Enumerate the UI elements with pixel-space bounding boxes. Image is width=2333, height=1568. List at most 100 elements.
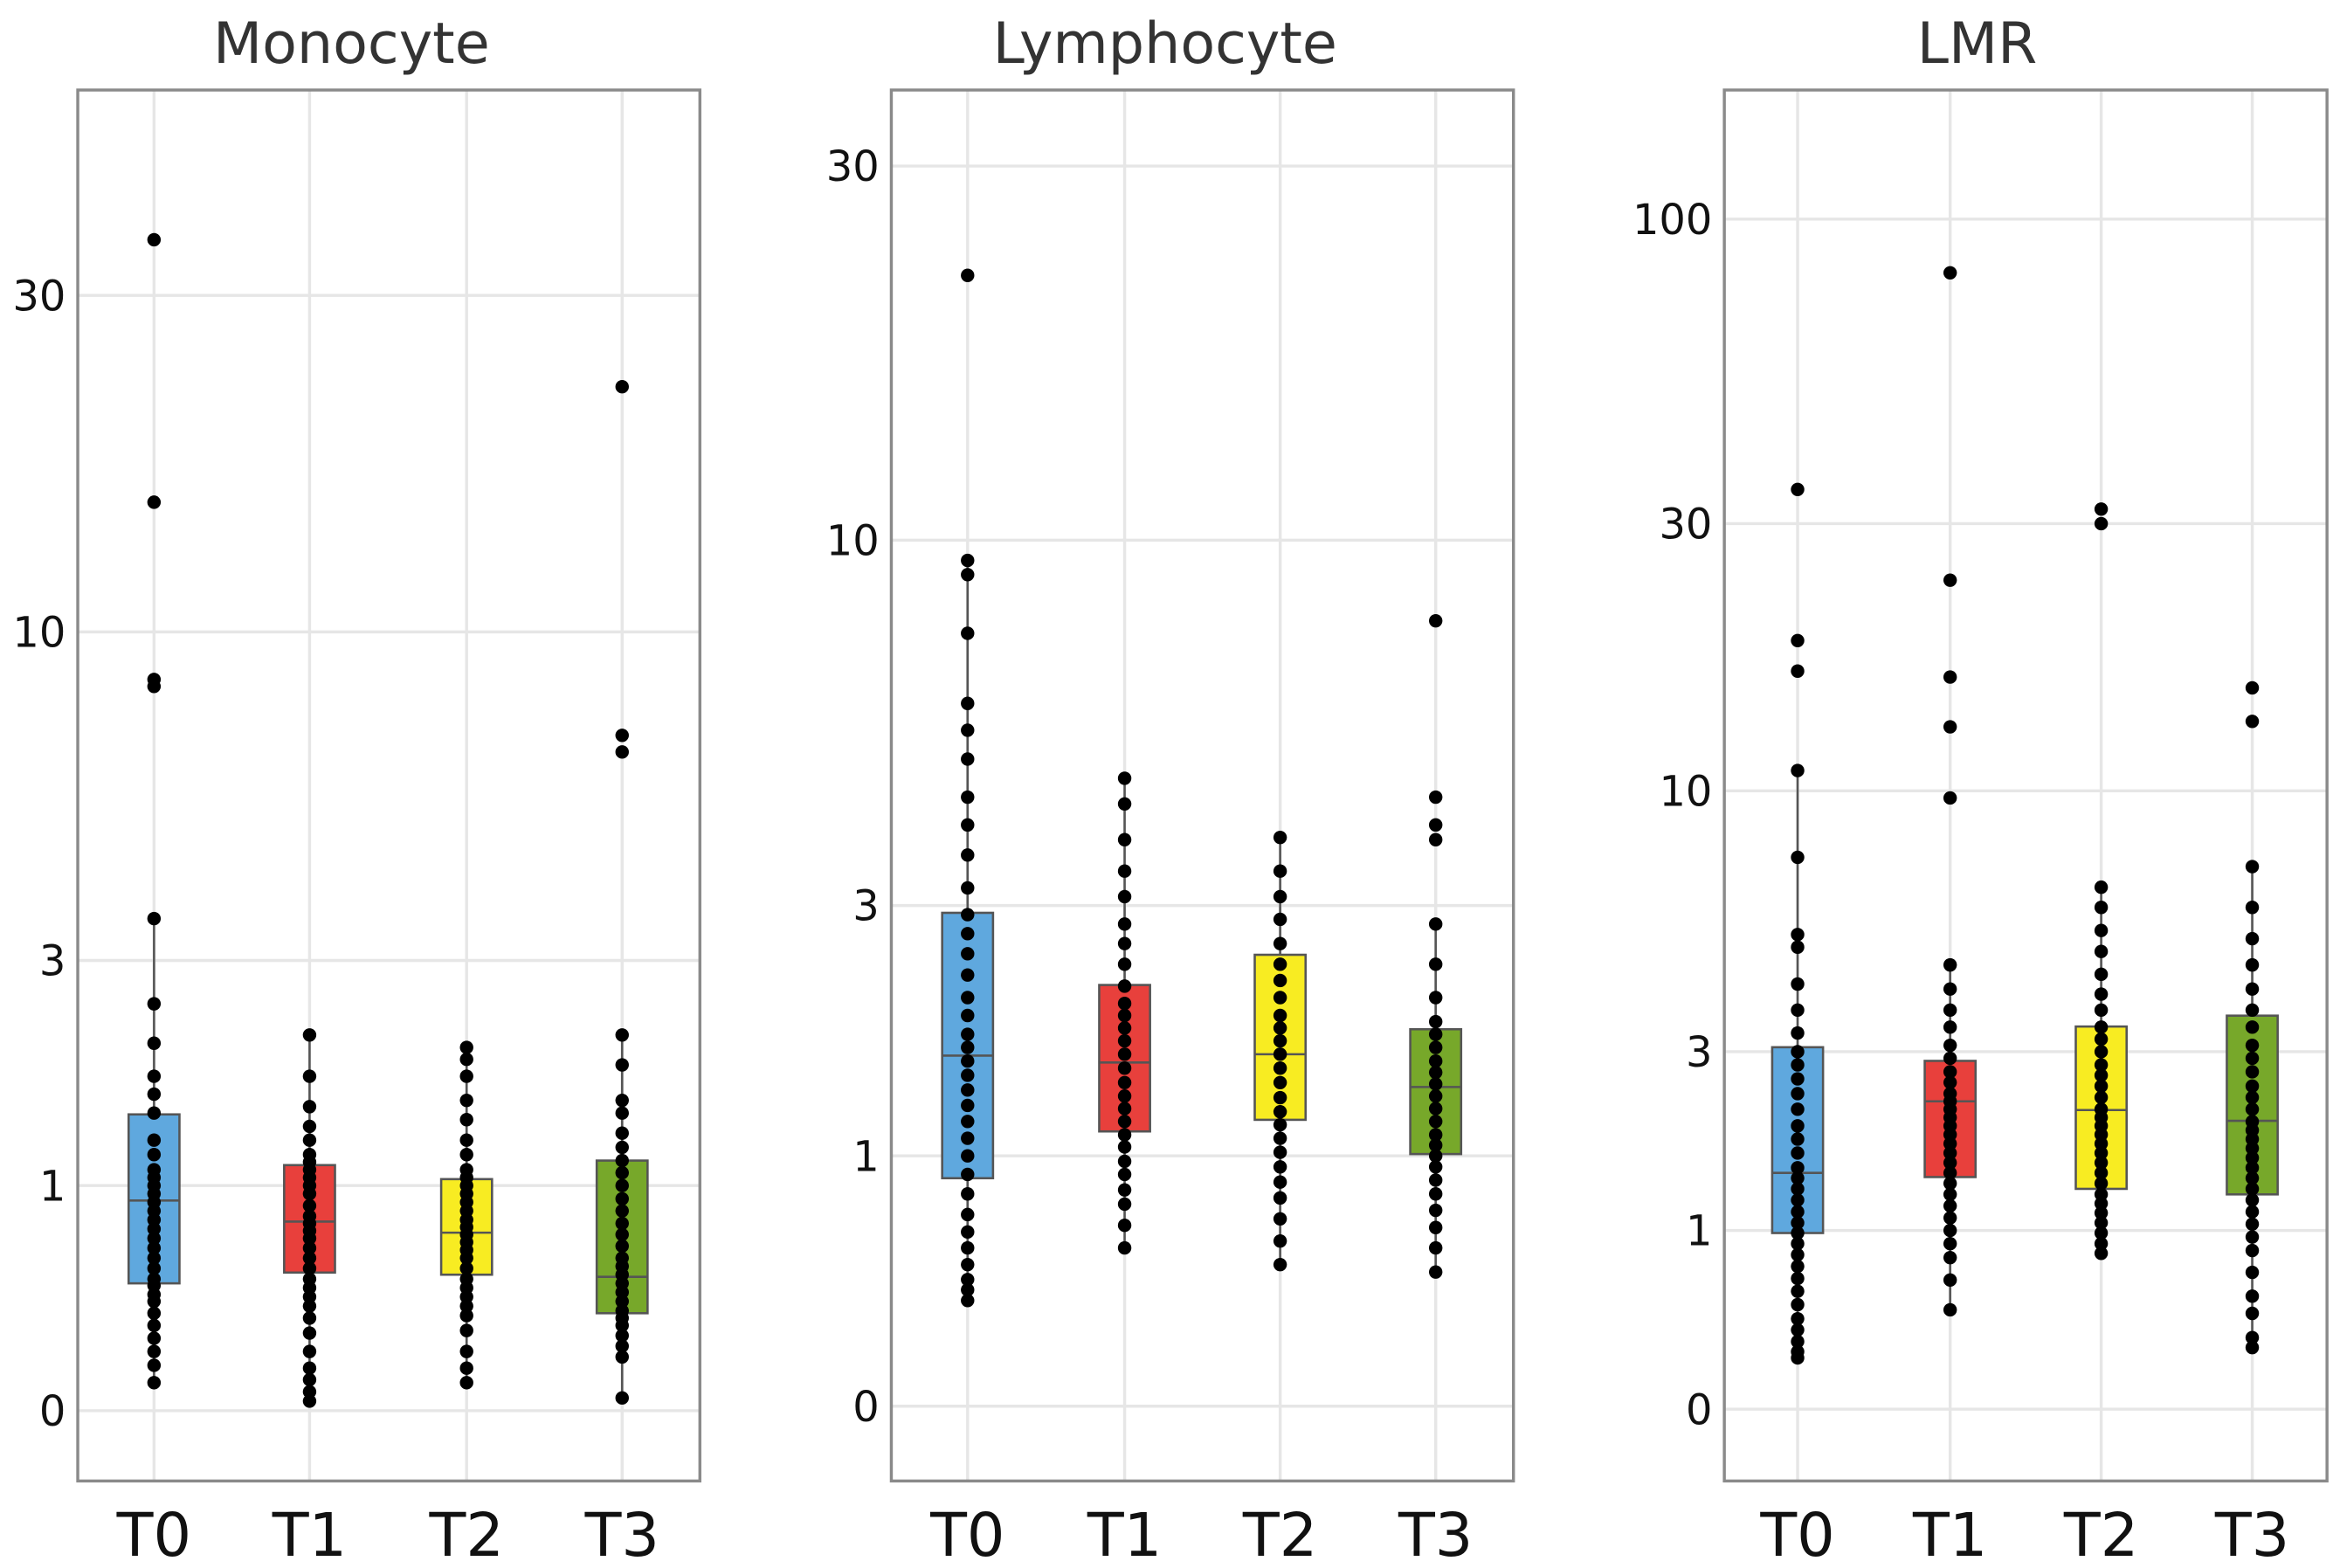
data-point <box>2094 1237 2109 1251</box>
data-point <box>1428 1027 1443 1041</box>
data-point <box>1117 917 1132 931</box>
data-point <box>302 1028 317 1042</box>
x-tick-label: T3 <box>584 1501 659 1568</box>
data-point <box>2094 1079 2109 1094</box>
x-tick-label: T3 <box>1398 1501 1473 1568</box>
data-point <box>1428 1138 1443 1152</box>
data-point <box>1117 1183 1132 1197</box>
data-point <box>1428 1077 1443 1091</box>
data-point <box>961 568 975 582</box>
data-point <box>1117 1033 1132 1048</box>
data-point <box>2094 1146 2109 1160</box>
data-point <box>1943 1146 1957 1160</box>
data-point <box>147 1163 162 1177</box>
data-point <box>1791 1146 1805 1160</box>
data-point <box>302 1299 317 1313</box>
data-point <box>1117 1102 1132 1116</box>
x-tick-label: T0 <box>1759 1501 1834 1568</box>
y-tick-label: 3 <box>39 938 66 986</box>
data-point <box>961 752 975 766</box>
x-tick-label: T2 <box>2063 1501 2138 1568</box>
data-point <box>1273 1061 1287 1075</box>
data-point <box>2094 516 2109 531</box>
data-point <box>459 1299 473 1313</box>
data-point <box>961 1167 975 1182</box>
panel-title: Monocyte <box>213 11 490 77</box>
data-point <box>961 947 975 961</box>
data-point <box>1791 1335 1805 1349</box>
data-point <box>1943 1250 1957 1265</box>
x-tick-label: T0 <box>116 1501 191 1568</box>
data-point <box>2094 1102 2109 1116</box>
data-point <box>1273 1008 1287 1023</box>
data-point <box>1943 1038 1957 1053</box>
data-point <box>1791 763 1805 777</box>
data-point <box>1428 613 1443 628</box>
data-point <box>1943 1302 1957 1317</box>
data-point <box>1791 1087 1805 1101</box>
data-point <box>2094 502 2109 516</box>
data-point <box>1428 1115 1443 1129</box>
x-tick-label: T1 <box>272 1501 347 1568</box>
data-point <box>961 1257 975 1272</box>
data-point <box>2094 1247 2109 1261</box>
data-point <box>147 1251 162 1265</box>
data-point <box>2094 1045 2109 1059</box>
data-point <box>615 1153 629 1168</box>
data-point <box>2245 1079 2260 1094</box>
data-point <box>302 1326 317 1340</box>
data-point <box>961 1098 975 1113</box>
data-point <box>1791 1171 1805 1185</box>
data-point <box>961 696 975 710</box>
data-point <box>302 1385 317 1399</box>
data-point <box>302 1119 317 1134</box>
data-point <box>1791 1132 1805 1146</box>
data-point <box>1117 771 1132 785</box>
data-point <box>1117 997 1132 1011</box>
data-point <box>1791 1102 1805 1116</box>
data-point <box>1428 832 1443 846</box>
data-point <box>147 1133 162 1147</box>
data-point <box>1428 1089 1443 1103</box>
data-point <box>1791 940 1805 954</box>
data-point <box>1273 1257 1287 1272</box>
data-point <box>1117 1154 1132 1169</box>
data-point <box>147 1231 162 1246</box>
data-point <box>961 848 975 862</box>
y-tick-label: 1 <box>1686 1208 1713 1256</box>
data-point <box>147 495 162 509</box>
data-point <box>2094 1156 2109 1170</box>
data-point <box>1117 832 1132 846</box>
data-point <box>1273 889 1287 904</box>
data-point <box>459 1344 473 1358</box>
data-point <box>1428 790 1443 805</box>
data-point <box>2245 1306 2260 1321</box>
data-point <box>2245 860 2260 874</box>
data-point <box>1791 1323 1805 1337</box>
data-point <box>2094 1165 2109 1180</box>
data-point <box>1791 482 1805 496</box>
data-point <box>1791 1045 1805 1059</box>
data-point <box>2245 931 2260 946</box>
data-point <box>1943 1165 1957 1180</box>
data-point <box>1117 864 1132 878</box>
data-point <box>615 1239 629 1254</box>
data-point <box>1428 1240 1443 1255</box>
data-point <box>147 1087 162 1102</box>
data-point <box>615 1192 629 1206</box>
data-point <box>961 1273 975 1287</box>
data-point <box>1791 1259 1805 1274</box>
data-point <box>2245 1340 2260 1355</box>
data-point <box>1428 1014 1443 1029</box>
plot-frame <box>76 88 702 1483</box>
data-point <box>1943 1051 1957 1066</box>
data-point <box>615 1126 629 1140</box>
data-point <box>1273 830 1287 845</box>
data-point <box>1117 1115 1132 1129</box>
data-point <box>1943 1237 1957 1251</box>
data-point <box>1273 1047 1287 1061</box>
data-point <box>302 1100 317 1114</box>
data-point <box>1428 991 1443 1005</box>
data-point <box>2245 1065 2260 1079</box>
